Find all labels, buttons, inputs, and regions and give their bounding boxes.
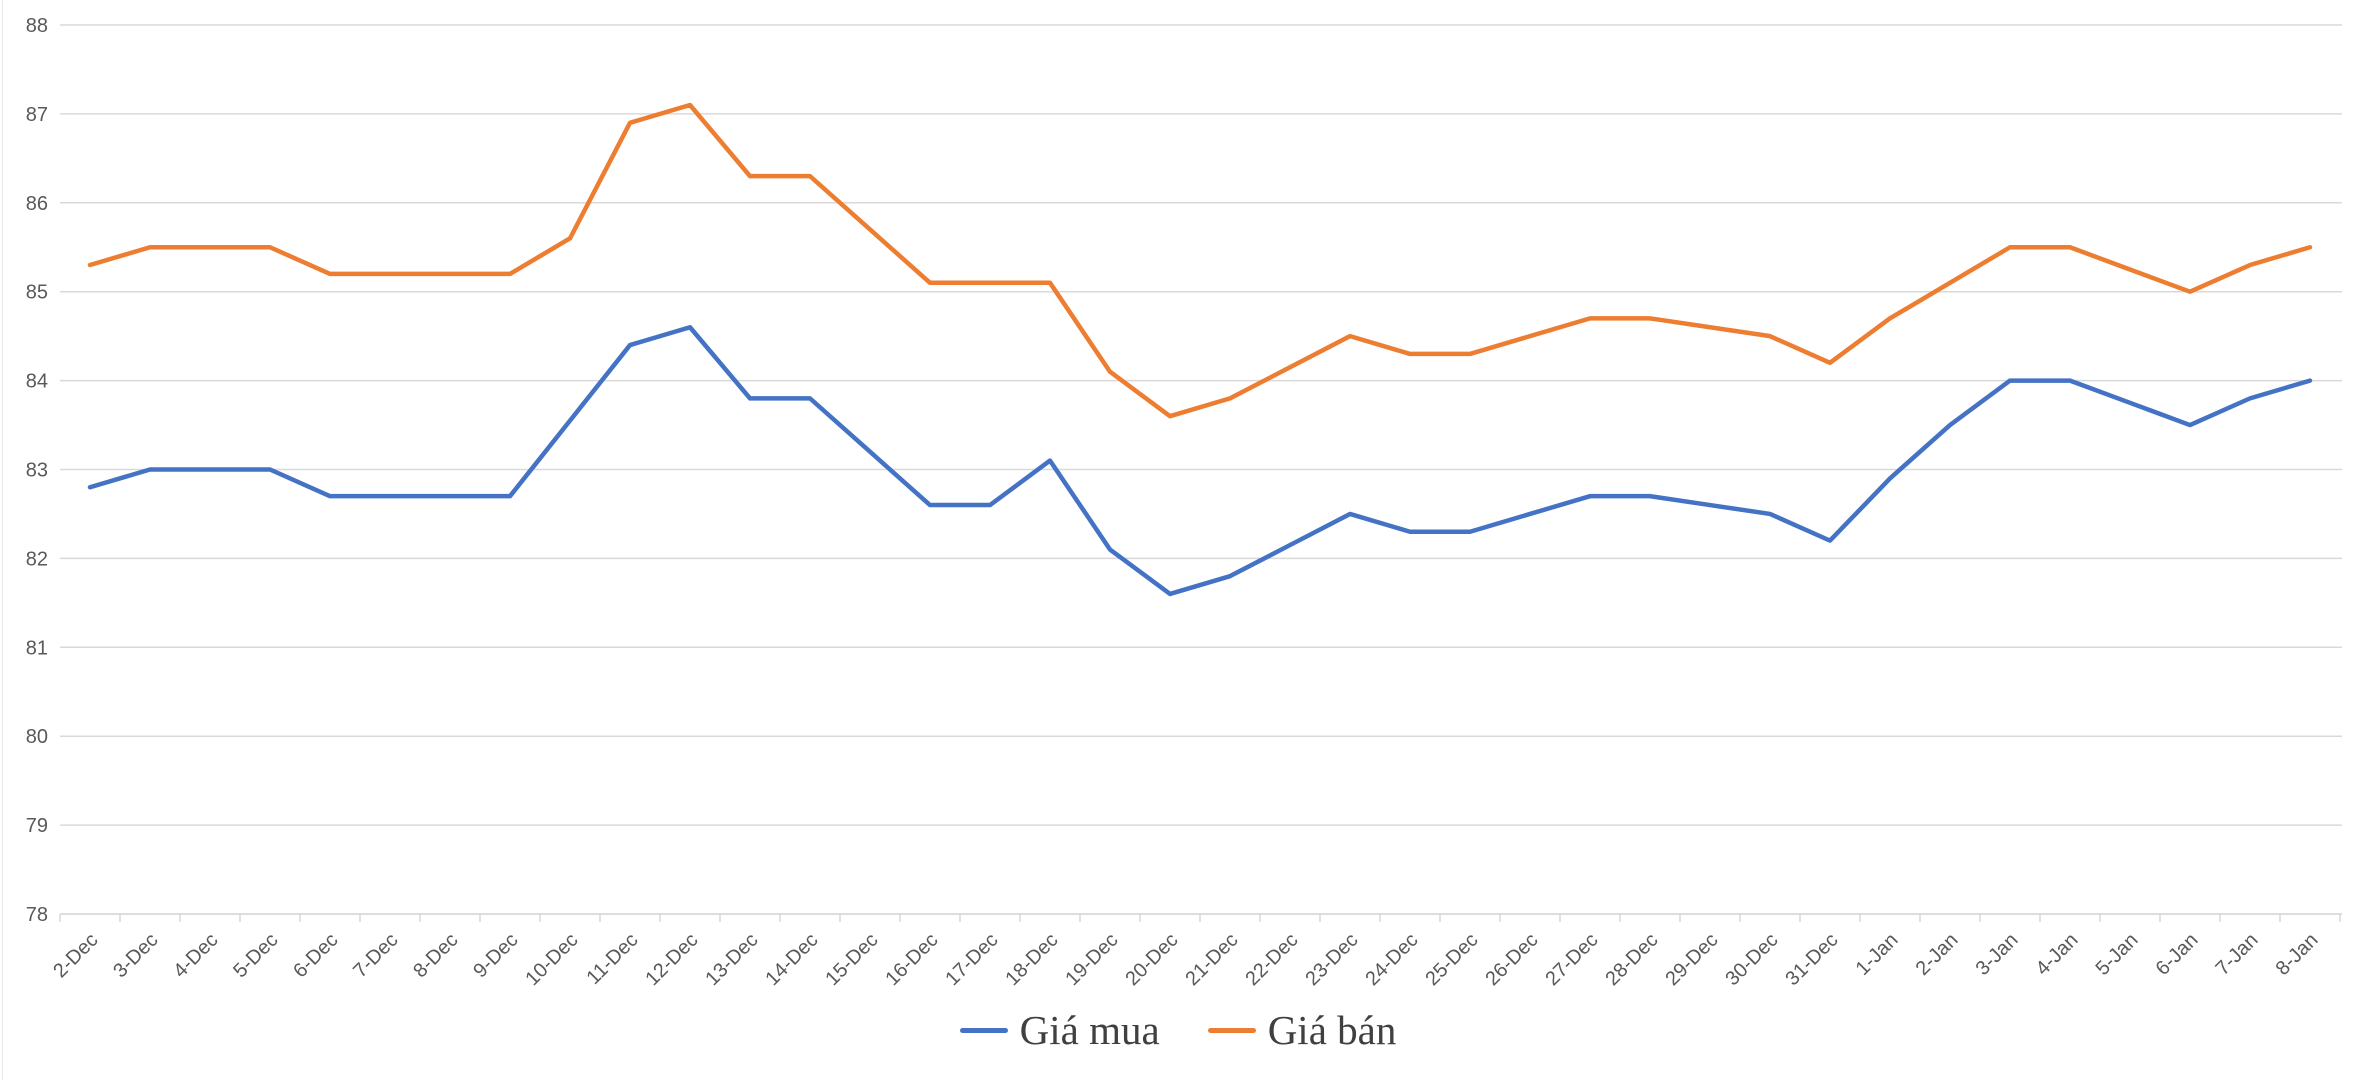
legend-label: Giá mua (1019, 1007, 1160, 1053)
x-tick-label: 21-Dec (1181, 929, 1242, 990)
x-tick-label: 27-Dec (1541, 929, 1602, 990)
x-tick-label: 4-Dec (169, 929, 222, 982)
series-line-gia-ban (87, 102, 2313, 419)
x-tick-label: 6-Jan (2152, 929, 2203, 980)
x-tick-label: 19-Dec (1061, 929, 1122, 990)
y-gridlines (60, 24, 2342, 915)
x-tick-label: 5-Dec (229, 929, 282, 982)
x-tick-label: 23-Dec (1301, 929, 1362, 990)
x-tick-label: 16-Dec (881, 929, 942, 990)
series-line-gia-mua (87, 325, 2313, 597)
x-tick-label: 8-Jan (2272, 929, 2323, 980)
x-tick-label: 22-Dec (1241, 929, 1302, 990)
y-tick-label: 81 (26, 637, 48, 659)
x-tick-label: 7-Jan (2212, 929, 2263, 980)
x-tick-label: 24-Dec (1361, 929, 1422, 990)
y-tick-label: 78 (26, 904, 48, 926)
y-tick-label: 80 (26, 726, 48, 748)
x-tick-label: 31-Dec (1781, 929, 1842, 990)
x-tick-label: 25-Dec (1421, 929, 1482, 990)
y-tick-label: 83 (26, 460, 48, 482)
x-tick-label: 8-Dec (409, 929, 462, 982)
y-axis-labels: 78 79 80 81 82 83 84 85 86 87 88 (26, 15, 48, 926)
chart-left-border (2, 0, 3, 1080)
x-tick-label: 1-Jan (1852, 929, 1903, 980)
x-tick-label: 28-Dec (1601, 929, 1662, 990)
x-tick-label: 5-Jan (2092, 929, 2143, 980)
x-tick-label: 3-Dec (109, 929, 162, 982)
x-tick-label: 14-Dec (761, 929, 822, 990)
x-tick-label: 18-Dec (1001, 929, 1062, 990)
x-tick-label: 9-Dec (469, 929, 522, 982)
x-tick-label: 17-Dec (941, 929, 1002, 990)
y-tick-label: 86 (26, 193, 48, 215)
legend-line-swatch-icon (1207, 1028, 1256, 1034)
y-tick-label: 84 (26, 371, 48, 393)
x-tick-label: 2-Dec (49, 929, 102, 982)
legend-line-swatch-icon (959, 1028, 1008, 1034)
x-axis-ticks (59, 914, 2341, 922)
x-tick-label: 13-Dec (701, 929, 762, 990)
x-tick-label: 12-Dec (641, 929, 702, 990)
x-tick-label: 2-Jan (1912, 929, 1963, 980)
legend-item-gia-ban: Giá bán (1207, 1007, 1397, 1053)
y-tick-label: 82 (26, 548, 48, 570)
chart-legend: Giá mua Giá bán (0, 1007, 2356, 1053)
x-tick-label: 10-Dec (521, 929, 582, 990)
x-tick-label: 20-Dec (1121, 929, 1182, 990)
y-tick-label: 79 (26, 815, 48, 837)
x-tick-label: 7-Dec (349, 929, 402, 982)
legend-label: Giá bán (1267, 1007, 1397, 1053)
x-tick-label: 15-Dec (821, 929, 882, 990)
y-tick-label: 87 (26, 104, 48, 126)
legend-item-gia-mua: Giá mua (959, 1007, 1160, 1053)
x-tick-label: 3-Jan (1972, 929, 2023, 980)
x-tick-label: 11-Dec (582, 929, 642, 989)
x-axis-labels: 2-Dec 3-Dec 4-Dec 5-Dec 6-Dec 7-Dec 8-Dec 9-Dec… (49, 929, 2322, 990)
x-tick-label: 6-Dec (289, 929, 342, 982)
x-tick-label: 26-Dec (1481, 929, 1542, 990)
x-tick-label: 30-Dec (1721, 929, 1782, 990)
y-tick-label: 88 (26, 15, 48, 37)
x-tick-label: 29-Dec (1661, 929, 1722, 990)
y-tick-label: 85 (26, 282, 48, 304)
x-tick-label: 4-Jan (2032, 929, 2083, 980)
